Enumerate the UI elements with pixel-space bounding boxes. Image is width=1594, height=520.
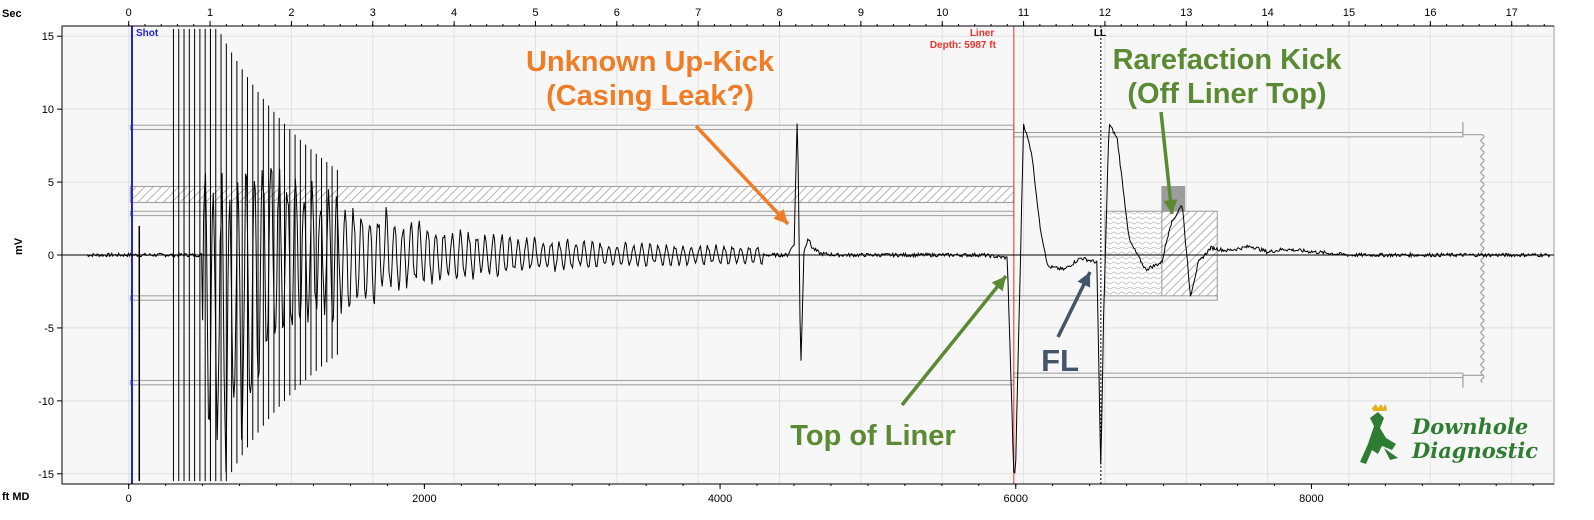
annotations: Unknown Up-Kick(Casing Leak?) Rarefaction… (526, 44, 1342, 452)
band-wavy (1104, 210, 1163, 298)
dragon-icon (1360, 404, 1398, 464)
signal-trace (86, 28, 1551, 482)
mv-tick-label: 5 (48, 177, 54, 189)
trace-line (86, 123, 1551, 474)
arrow-top-of-liner (900, 274, 1008, 407)
sec-tick-label: 5 (532, 7, 538, 19)
mv-tick-label: -15 (38, 469, 54, 481)
mv-tick-label: -5 (44, 323, 54, 335)
annotation-rarefaction-line1: Rarefaction Kick (1113, 44, 1343, 76)
arrow-unknown-kick (694, 124, 790, 226)
sec-tick-label: 12 (1099, 7, 1111, 19)
top-axis-name: Sec (2, 8, 22, 20)
bracket-wave (1480, 134, 1485, 384)
sec-tick-label: 13 (1180, 7, 1192, 19)
sec-tick-label: 11 (1018, 7, 1029, 19)
sec-tick-label: 8 (776, 7, 782, 19)
mv-tick-label: 10 (42, 104, 54, 116)
annotation-unknown-kick-line2: (Casing Leak?) (546, 80, 754, 112)
sec-tick-label: 6 (614, 7, 620, 19)
marker-label-ll: LL (1094, 28, 1106, 39)
annotation-fluid-level: FL (1041, 343, 1079, 378)
ft-tick-label: 0 (126, 493, 132, 505)
bottom-axis-name: ft MD (2, 491, 30, 503)
ft-tick-label: 8000 (1299, 493, 1323, 505)
annotation-unknown-kick-line1: Unknown Up-Kick (526, 46, 775, 78)
sec-tick-label: 14 (1262, 7, 1274, 19)
arrow-rarefaction (1159, 111, 1174, 215)
marker-label-shot: Shot (136, 28, 159, 39)
sec-tick-label: 0 (126, 7, 132, 19)
annotation-rarefaction-line2: (Off Liner Top) (1127, 78, 1326, 110)
sec-tick-label: 16 (1424, 7, 1436, 19)
ft-tick-label: 2000 (412, 493, 436, 505)
arrow-top-of-liner-head (991, 276, 1006, 292)
marker-label-liner: Liner (970, 28, 995, 39)
sec-tick-label: 3 (370, 7, 376, 19)
sec-tick-label: 4 (451, 7, 457, 19)
sec-tick-label: 9 (858, 7, 864, 19)
sec-tick-label: 15 (1343, 7, 1355, 19)
ft-tick-label: 6000 (1004, 493, 1028, 505)
sec-tick-label: 10 (936, 7, 948, 19)
band-lower-liner-2 (1013, 295, 1218, 301)
arrow-fluid-level-head (1077, 272, 1091, 288)
marker-sublabel-liner: Depth: 5987 ft (930, 40, 997, 51)
sec-tick-label: 17 (1506, 7, 1518, 19)
y-axis-name: mV (13, 237, 25, 255)
sec-tick-label: 2 (288, 7, 294, 19)
mv-tick-label: 15 (42, 31, 54, 43)
ft-tick-label: 4000 (708, 493, 732, 505)
mv-tick-label: -10 (38, 396, 54, 408)
band-upper-liner (1013, 131, 1464, 138)
band-lower-liner (1013, 372, 1464, 379)
sec-tick-label: 7 (695, 7, 701, 19)
downhole-diagnostic-logo: Downhole Diagnostic (1350, 404, 1550, 468)
annotation-top-of-liner: Top of Liner (790, 420, 955, 452)
sec-tick-label: 1 (207, 7, 213, 19)
mv-tick-label: 0 (48, 250, 54, 262)
arrow-unknown-kick-head (773, 209, 788, 224)
arrow-rarefaction-head (1163, 199, 1178, 214)
